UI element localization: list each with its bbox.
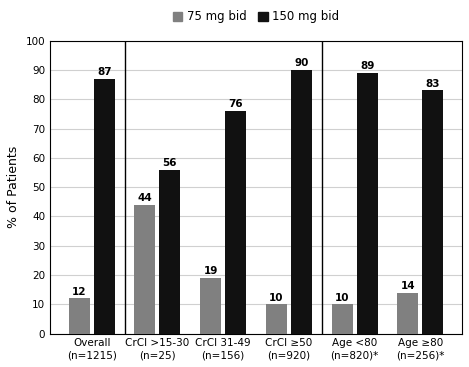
Text: 10: 10 — [269, 292, 284, 302]
Text: 14: 14 — [401, 281, 415, 291]
Bar — [225, 111, 246, 334]
Text: 87: 87 — [97, 67, 112, 77]
Bar — [291, 70, 312, 334]
Bar — [397, 292, 418, 334]
Legend: 75 mg bid, 150 mg bid: 75 mg bid, 150 mg bid — [168, 6, 344, 28]
Text: 19: 19 — [204, 266, 218, 276]
Bar — [422, 90, 443, 334]
Bar — [69, 298, 90, 334]
Bar — [332, 304, 353, 334]
Y-axis label: % of Patients: % of Patients — [7, 146, 20, 228]
Text: 76: 76 — [228, 99, 243, 109]
Bar — [200, 278, 221, 334]
Bar — [135, 205, 155, 334]
Bar — [159, 170, 181, 334]
Bar — [266, 304, 287, 334]
Bar — [356, 73, 378, 334]
Text: 44: 44 — [137, 193, 152, 203]
Text: 83: 83 — [425, 79, 440, 89]
Bar — [94, 79, 115, 334]
Text: 56: 56 — [163, 158, 177, 168]
Text: 89: 89 — [360, 61, 374, 71]
Text: 10: 10 — [335, 292, 349, 302]
Text: 90: 90 — [294, 58, 309, 68]
Text: 12: 12 — [72, 287, 86, 297]
